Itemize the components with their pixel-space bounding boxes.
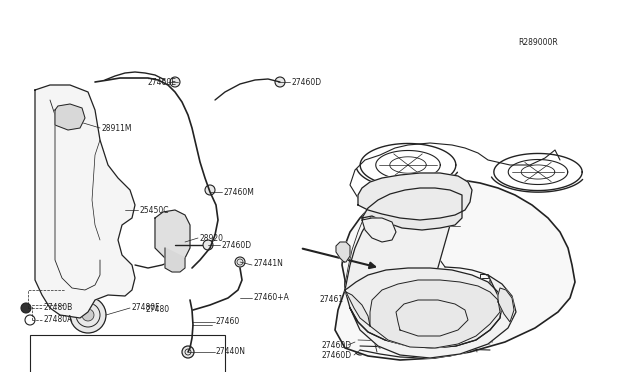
Circle shape	[388, 248, 396, 256]
Polygon shape	[155, 210, 190, 262]
Text: 27480A: 27480A	[44, 315, 74, 324]
Text: 27461: 27461	[320, 295, 344, 305]
Text: 27441N: 27441N	[253, 260, 283, 269]
Polygon shape	[362, 188, 462, 230]
Circle shape	[82, 309, 94, 321]
Circle shape	[168, 234, 176, 242]
Text: 28911M: 28911M	[102, 124, 132, 132]
Circle shape	[235, 257, 245, 267]
Circle shape	[405, 198, 425, 218]
Polygon shape	[35, 85, 135, 318]
Polygon shape	[358, 173, 472, 220]
Text: 27460D: 27460D	[222, 241, 252, 250]
Text: 28920: 28920	[200, 234, 224, 243]
Circle shape	[416, 248, 424, 256]
Text: 27460E: 27460E	[148, 77, 177, 87]
Polygon shape	[55, 104, 85, 130]
Circle shape	[205, 185, 215, 195]
Polygon shape	[370, 280, 500, 348]
Polygon shape	[346, 292, 370, 326]
Polygon shape	[345, 183, 462, 292]
Text: 27460D: 27460D	[322, 340, 352, 350]
Polygon shape	[498, 288, 514, 322]
Circle shape	[164, 230, 180, 246]
Circle shape	[117, 202, 133, 218]
Text: 27480B: 27480B	[44, 304, 73, 312]
Text: 27460M: 27460M	[224, 187, 255, 196]
Circle shape	[70, 297, 106, 333]
Circle shape	[21, 303, 31, 313]
Text: 27440N: 27440N	[216, 347, 246, 356]
Text: 27480F: 27480F	[132, 304, 161, 312]
Polygon shape	[345, 268, 502, 348]
Text: 25450C: 25450C	[140, 205, 170, 215]
Circle shape	[203, 240, 213, 250]
Bar	[395, 182, 437, 200]
Polygon shape	[362, 218, 396, 242]
Text: 27460D: 27460D	[322, 352, 352, 360]
Circle shape	[350, 337, 360, 347]
Polygon shape	[350, 275, 516, 358]
Polygon shape	[396, 300, 468, 336]
Circle shape	[170, 77, 180, 87]
Circle shape	[182, 346, 194, 358]
Text: 27460D: 27460D	[292, 77, 322, 87]
Bar	[30, 335, 225, 372]
Text: R289000R: R289000R	[518, 38, 558, 46]
Text: 27460: 27460	[216, 317, 240, 327]
Polygon shape	[335, 180, 575, 360]
Polygon shape	[336, 242, 350, 262]
Text: 27480: 27480	[145, 305, 169, 314]
Polygon shape	[165, 248, 185, 272]
Text: 27460+A: 27460+A	[253, 294, 289, 302]
Circle shape	[355, 345, 365, 355]
Circle shape	[275, 77, 285, 87]
